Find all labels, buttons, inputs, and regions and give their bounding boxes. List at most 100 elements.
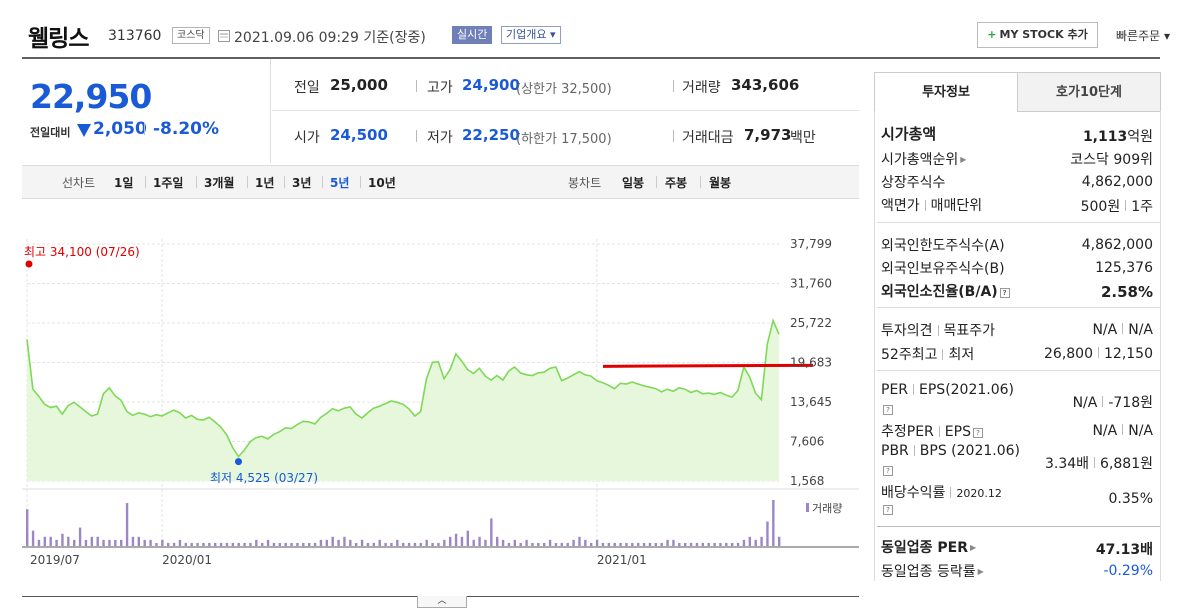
volume-bar <box>519 542 522 546</box>
volume-bar <box>296 542 299 546</box>
volume-bar <box>155 542 158 546</box>
pbr-bps-label: PBR BPS (2021.06) <box>881 443 1020 459</box>
volume-bar <box>678 542 681 546</box>
upper-limit: (상한가 32,500) <box>516 82 612 97</box>
volume-bar <box>431 542 434 546</box>
pbr-value: 3.34배 <box>1044 456 1090 472</box>
period-3y[interactable]: 3년 <box>292 176 312 190</box>
change-amount: 2,050 <box>93 119 147 139</box>
tab-invest-info[interactable]: 투자정보 <box>874 72 1018 112</box>
volume-bar <box>731 542 734 546</box>
arrow-right-icon: ▶ <box>960 155 967 164</box>
change-percent: -8.20% <box>153 119 220 139</box>
peer-box <box>875 530 1160 585</box>
volume-bar <box>484 539 487 546</box>
target-label: 목표주가 <box>943 323 996 339</box>
est-per-value: N/A N/A <box>1092 423 1153 439</box>
eps-label: EPS(2021.06) <box>919 382 1015 398</box>
calendar-icon <box>218 30 230 42</box>
par-label: 액면가 <box>881 198 920 214</box>
tab-hoga[interactable]: 호가10단계 <box>1017 72 1161 112</box>
volume-bar <box>760 536 763 546</box>
volume-bar <box>384 542 387 546</box>
help-icon[interactable]: ? <box>883 505 893 515</box>
volume-bar <box>613 542 616 546</box>
est-per-value-text: N/A <box>1092 423 1118 439</box>
add-mystock-button[interactable]: + MY STOCK 추가 <box>977 22 1098 48</box>
quick-order-link[interactable]: 빠른주문 ▾ <box>1116 29 1170 43</box>
eps-value: -718원 <box>1108 395 1153 411</box>
volume-bar <box>231 542 235 546</box>
volume-bar <box>108 539 111 546</box>
low-label: 저가 <box>427 130 453 146</box>
volume-bar <box>26 509 29 546</box>
open-label: 시가 <box>294 130 320 146</box>
divider <box>144 123 145 135</box>
realtime-badge[interactable]: 실시간 <box>452 26 493 44</box>
y-tick-label: 31,760 <box>790 277 832 291</box>
volume-bar <box>419 542 423 546</box>
amount-unit: 백만 <box>790 130 816 146</box>
collapse-chart-button[interactable]: ︿ <box>417 596 467 608</box>
volume-bar <box>472 539 475 546</box>
volume-bar <box>754 539 757 546</box>
w52-low-value: 12,150 <box>1104 346 1153 362</box>
volume-bar <box>366 542 370 546</box>
help-icon[interactable]: ? <box>883 466 893 476</box>
peer-change-label[interactable]: 동일업종 등락률 ▶ <box>881 561 984 581</box>
amount-label: 거래대금 <box>682 130 734 146</box>
divider <box>416 80 417 92</box>
period-1d[interactable]: 1일 <box>114 176 134 190</box>
candle-weekly[interactable]: 주봉 <box>665 176 688 190</box>
volume-bar <box>525 539 528 546</box>
period-1w[interactable]: 1주일 <box>153 176 184 190</box>
period-1y[interactable]: 1년 <box>255 176 275 190</box>
volume-bar <box>501 539 505 546</box>
candle-chart-label: 봉차트 <box>568 176 602 190</box>
help-icon[interactable]: ? <box>883 405 893 415</box>
volume-bar <box>190 542 193 546</box>
volume-bar <box>290 542 293 546</box>
period-10y[interactable]: 10년 <box>368 176 396 190</box>
opinion-value: N/A <box>1092 322 1118 338</box>
mcap-label: 시가총액 <box>881 125 937 143</box>
volume-bar <box>513 539 517 546</box>
high-label: 고가 <box>427 80 453 96</box>
volume-bar <box>49 536 52 546</box>
quote-datetime: 2021.09.06 09:29 기준(장중) <box>234 30 426 46</box>
candle-monthly[interactable]: 월봉 <box>709 176 732 190</box>
est-eps-label: EPS <box>944 424 971 440</box>
foreign-ratio-value: 2.58% <box>1100 283 1153 301</box>
volume-bar <box>172 542 176 546</box>
volume-bar <box>337 539 340 546</box>
volume-bar <box>202 542 205 546</box>
add-mystock-label: MY STOCK 추가 <box>999 28 1088 41</box>
prev-close-label: 전일 <box>294 80 320 96</box>
help-icon[interactable]: ? <box>999 288 1010 298</box>
volume-bar <box>537 542 540 546</box>
period-5y[interactable]: 5년 <box>330 176 350 190</box>
volume-bar <box>707 542 710 546</box>
volume-bar <box>308 542 311 546</box>
peer-per-label[interactable]: 동일업종 PER ▶ <box>881 537 976 557</box>
company-overview-button[interactable]: 기업개요 ▾ <box>501 26 561 44</box>
mcap-rank-label[interactable]: 시가총액순위 ▶ <box>881 149 966 169</box>
volume-bar <box>261 542 264 546</box>
volume-bar <box>143 539 146 546</box>
y-tick-label: 37,799 <box>790 237 832 251</box>
volume-bar <box>96 536 99 546</box>
divider <box>877 307 1160 308</box>
shares-label: 상장주식수 <box>881 175 946 191</box>
period-3m[interactable]: 3개월 <box>204 176 235 190</box>
info-divider <box>272 110 859 111</box>
volume-bar <box>490 518 493 546</box>
prev-close-value: 25,000 <box>330 76 388 94</box>
opinion-target-label: 투자의견 목표주가 <box>881 320 995 340</box>
volume-bar <box>31 530 35 546</box>
candle-daily[interactable]: 일봉 <box>622 176 645 190</box>
est-per-label: 추정PER EPS? <box>881 421 983 441</box>
y-tick-label: 1,568 <box>790 474 824 488</box>
volume-bar <box>237 542 240 546</box>
volume-bar <box>413 542 417 546</box>
help-icon[interactable]: ? <box>972 428 983 438</box>
